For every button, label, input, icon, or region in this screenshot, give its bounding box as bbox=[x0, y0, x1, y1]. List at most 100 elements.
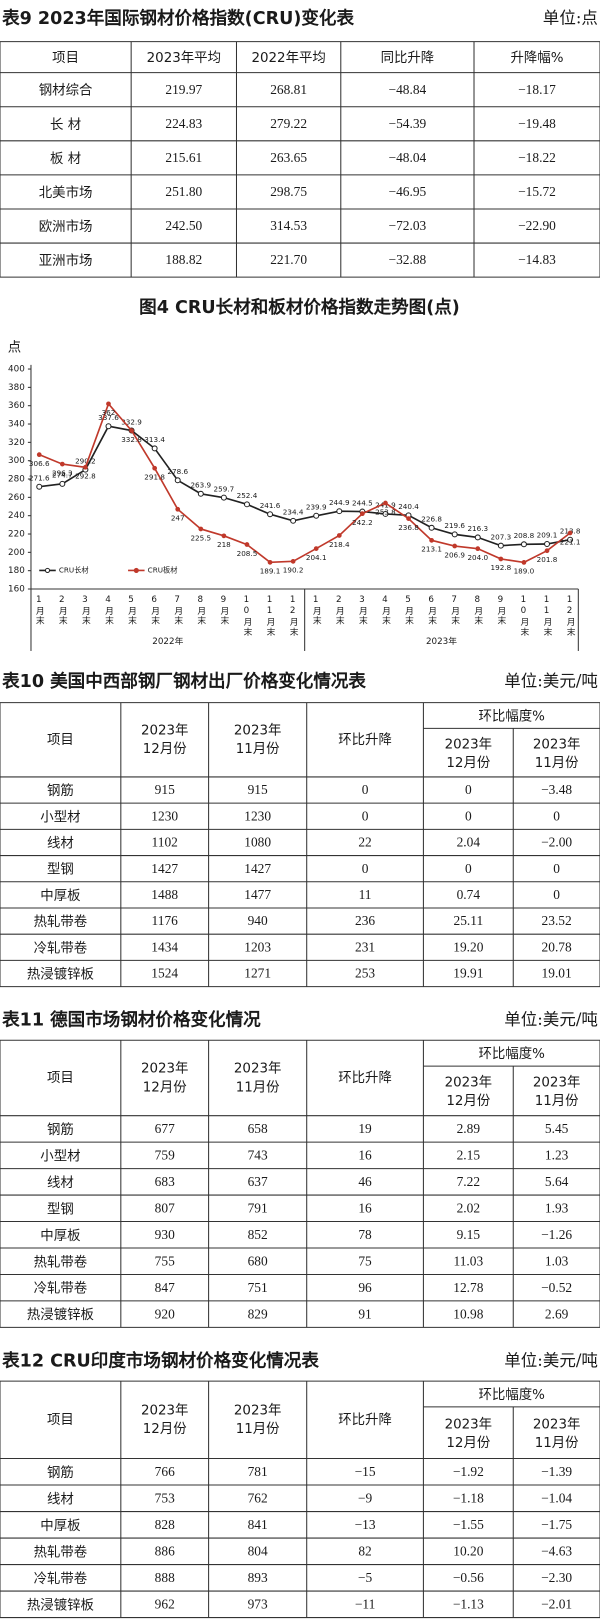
table-cell-item: 北美市场 bbox=[39, 184, 93, 201]
table-cell-number: 804 bbox=[248, 1543, 268, 1558]
data-label: 240.4 bbox=[398, 502, 419, 511]
table-header: 2023年 bbox=[141, 1061, 189, 1077]
table-cell-number: 82 bbox=[358, 1543, 371, 1558]
table-cell-number: 19.01 bbox=[542, 966, 572, 981]
table-cell-number: 886 bbox=[155, 1543, 175, 1558]
y-tick-label: 240 bbox=[8, 511, 25, 521]
series-point bbox=[243, 501, 250, 508]
table-cell-number: 5.45 bbox=[545, 1121, 569, 1136]
data-label: 207.3 bbox=[491, 532, 512, 541]
table-cell-number: −1.13 bbox=[453, 1596, 484, 1611]
data-label: 278.6 bbox=[167, 467, 188, 476]
series-point bbox=[451, 531, 458, 538]
table-header: 2023年 bbox=[141, 722, 189, 738]
table-cell-number: −18.22 bbox=[518, 150, 556, 165]
table-header: 12月份 bbox=[446, 1435, 490, 1451]
x-tick-label: 2月末 bbox=[57, 595, 67, 626]
table-cell-number: 12.78 bbox=[453, 1280, 483, 1295]
table-cell-number: 930 bbox=[155, 1227, 175, 1242]
series-point bbox=[290, 558, 296, 564]
table-cell-number: −32.88 bbox=[389, 252, 427, 267]
table-cell-number: −5 bbox=[358, 1570, 373, 1585]
x-tick-label: 4月末 bbox=[103, 595, 113, 626]
data-label: 218.4 bbox=[329, 540, 350, 549]
table-cell-number: −1.04 bbox=[541, 1490, 572, 1505]
table-cell-number: 766 bbox=[155, 1464, 175, 1479]
table-header: 环比幅度% bbox=[479, 1387, 545, 1403]
series-point bbox=[474, 534, 481, 541]
table-header: 同比升降 bbox=[381, 50, 435, 66]
table-cell-number: 658 bbox=[248, 1121, 268, 1136]
table-cell-number: 637 bbox=[248, 1174, 268, 1189]
x-tick-label: 7月末 bbox=[449, 595, 459, 626]
table-cell-number: 677 bbox=[155, 1121, 175, 1136]
x-tick-label: 12月末 bbox=[288, 595, 298, 637]
table-cell-number: 10.20 bbox=[453, 1543, 483, 1558]
table-unit: 单位:美元/吨 bbox=[504, 671, 598, 690]
series-line bbox=[39, 425, 571, 547]
table-header: 2023年平均 bbox=[147, 50, 221, 66]
table-cell-number: 75 bbox=[358, 1253, 372, 1268]
series-point bbox=[267, 559, 273, 565]
data-label: 201.8 bbox=[537, 555, 558, 564]
table-cell-number: 1176 bbox=[152, 913, 179, 928]
x-tick-label: 11月末 bbox=[265, 595, 275, 637]
table-cell-number: −54.39 bbox=[389, 116, 427, 131]
table-cell-number: 1271 bbox=[244, 966, 271, 981]
x-tick-label: 7月末 bbox=[172, 595, 182, 626]
table-cell-number: 46 bbox=[358, 1174, 372, 1189]
y-tick-label: 220 bbox=[8, 530, 25, 540]
data-label: 252.4 bbox=[237, 491, 258, 500]
data-label: 206.9 bbox=[444, 550, 465, 559]
table-cell-number: 829 bbox=[248, 1306, 268, 1321]
legend-label: CRU板材 bbox=[148, 565, 178, 574]
x-tick-label: 3月末 bbox=[80, 595, 90, 626]
data-label: 189.1 bbox=[260, 567, 281, 576]
table-cell-number: 751 bbox=[248, 1280, 268, 1295]
data-label: 208.5 bbox=[237, 549, 258, 558]
table-cell-number: 1.03 bbox=[545, 1253, 569, 1268]
table-cell-number: 253 bbox=[355, 966, 375, 981]
table-header: 环比升降 bbox=[338, 1412, 392, 1428]
x-tick-label: 2月末 bbox=[334, 595, 344, 626]
table-header: 12月份 bbox=[446, 1093, 490, 1109]
table-unit: 单位:美元/吨 bbox=[504, 1351, 598, 1370]
data-label: 241.6 bbox=[260, 501, 281, 510]
data-label: 216.3 bbox=[467, 524, 488, 533]
x-tick-label: 9月末 bbox=[495, 595, 505, 626]
series-point bbox=[498, 556, 504, 562]
data-label: 204.0 bbox=[467, 553, 488, 562]
table-cell-number: 314.53 bbox=[270, 218, 307, 233]
table-cell-number: 0 bbox=[553, 861, 560, 876]
table-cell-number: 279.22 bbox=[270, 116, 307, 131]
y-tick-label: 340 bbox=[8, 420, 25, 430]
table-cell-number: 78 bbox=[358, 1227, 372, 1242]
x-tick-label: 12月末 bbox=[565, 595, 575, 637]
data-label: 244.5 bbox=[352, 498, 373, 507]
table-cell-item: 中厚板 bbox=[40, 1518, 80, 1534]
series-point bbox=[151, 445, 158, 452]
series-point bbox=[452, 543, 458, 549]
table-cell-number: 940 bbox=[248, 913, 268, 928]
table-cell-number: 0 bbox=[362, 808, 369, 823]
table-cell-number: 19 bbox=[358, 1121, 372, 1136]
table-cell-number: −0.52 bbox=[541, 1280, 572, 1295]
table-cell-number: 20.78 bbox=[542, 939, 572, 954]
table-cell-number: 298.75 bbox=[270, 184, 307, 199]
y-axis-label: 点 bbox=[8, 339, 21, 355]
data-label: 291.8 bbox=[144, 472, 165, 481]
table-cell-number: −4.63 bbox=[541, 1543, 572, 1558]
data-label: 213.1 bbox=[421, 545, 442, 554]
table-cell-number: 2.89 bbox=[457, 1121, 481, 1136]
table-header: 2023年 bbox=[533, 1416, 581, 1432]
chart-title: 图4 CRU长材和板材价格指数走势图(点) bbox=[139, 297, 460, 318]
table-cell-number: 251.80 bbox=[165, 184, 202, 199]
table-cell-number: 888 bbox=[155, 1570, 175, 1585]
table-cell-number: 759 bbox=[155, 1147, 175, 1162]
table-cell-item: 钢材综合 bbox=[39, 83, 93, 99]
table-cell-item: 热轧带卷 bbox=[34, 1544, 88, 1560]
data-label: 242.2 bbox=[352, 518, 373, 527]
table-cell-number: 96 bbox=[358, 1280, 372, 1295]
